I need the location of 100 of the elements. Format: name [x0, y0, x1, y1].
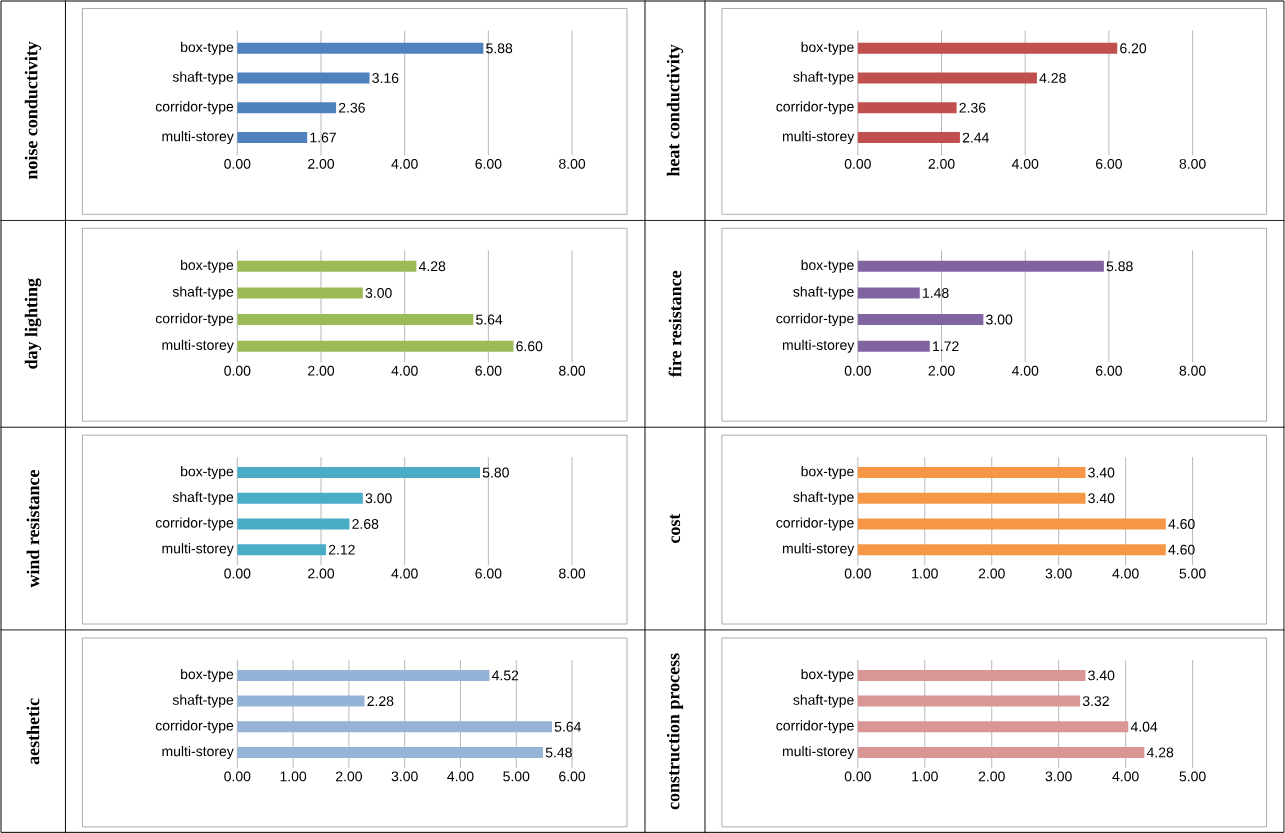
- x-tick-label: 2.00: [978, 568, 1005, 579]
- bar: [857, 313, 984, 325]
- bar: [857, 42, 1118, 54]
- y-tick-label: shaft-type: [172, 286, 234, 300]
- data-label: 2.36: [338, 102, 365, 113]
- data-label: 6.60: [516, 341, 543, 352]
- bar: [857, 287, 920, 299]
- y-tick-label: box-type: [801, 465, 854, 479]
- bar: [237, 42, 484, 54]
- y-tick-label: corridor-type: [155, 517, 234, 531]
- y-axis-title: aesthetic: [26, 698, 40, 765]
- x-tick-label: 1.00: [280, 771, 307, 782]
- data-label: 1.67: [310, 132, 336, 143]
- y-tick-label: box-type: [181, 668, 234, 682]
- data-label: 2.12: [328, 544, 355, 555]
- data-label: 5.64: [476, 314, 503, 325]
- y-tick-label: box-type: [181, 465, 234, 479]
- y-axis-title: construction process: [666, 653, 684, 810]
- x-tick-label: 2.00: [308, 365, 335, 376]
- y-tick-label: corridor-type: [155, 101, 234, 115]
- x-tick-label: 0.00: [224, 158, 251, 169]
- x-tick-label: 5.00: [1179, 568, 1206, 579]
- x-tick-label: 4.00: [391, 568, 418, 579]
- x-tick-label: 3.00: [391, 771, 418, 782]
- x-tick-label: 6.00: [1095, 365, 1122, 376]
- bar: [857, 695, 1081, 707]
- bar: [237, 695, 365, 707]
- y-tick-label: box-type: [801, 41, 854, 55]
- y-tick-label: box-type: [181, 41, 234, 55]
- x-tick-label: 4.00: [1112, 771, 1139, 782]
- y-tick-label: corridor-type: [776, 101, 854, 115]
- x-tick-label: 4.00: [391, 365, 418, 376]
- y-tick-label: corridor-type: [155, 312, 234, 326]
- data-label: 2.28: [367, 695, 394, 706]
- bar: [237, 72, 370, 84]
- y-tick-label: multi-storey: [782, 130, 855, 144]
- data-label: 2.44: [962, 132, 989, 143]
- x-tick-label: 0.00: [844, 158, 871, 169]
- data-label: 4.60: [1168, 544, 1195, 555]
- data-label: 5.88: [1106, 261, 1133, 272]
- bar: [237, 260, 417, 272]
- bar: [857, 131, 960, 143]
- bar: [237, 492, 363, 504]
- bar: [857, 669, 1086, 681]
- bar: [857, 746, 1145, 758]
- bar: [857, 340, 930, 352]
- data-label: 5.64: [554, 721, 581, 732]
- x-tick-label: 4.00: [1112, 568, 1139, 579]
- bar: [857, 721, 1129, 733]
- x-tick-label: 5.00: [503, 771, 530, 782]
- y-tick-label: corridor-type: [776, 720, 854, 734]
- bar: [237, 746, 544, 758]
- y-tick-label: shaft-type: [793, 694, 854, 708]
- bar: [237, 131, 308, 143]
- bar: [237, 518, 350, 530]
- data-label: 4.28: [418, 261, 446, 272]
- bar: [237, 287, 363, 299]
- x-tick-label: 3.00: [1045, 568, 1072, 579]
- data-label: 4.52: [491, 670, 519, 681]
- data-label: 5.48: [545, 747, 572, 758]
- y-axis-title: fire resistance: [668, 270, 682, 377]
- data-label: 3.00: [986, 314, 1013, 325]
- data-label: 1.48: [923, 287, 949, 298]
- x-tick-label: 1.00: [912, 568, 938, 579]
- y-tick-label: shaft-type: [793, 491, 854, 505]
- x-tick-label: 2.00: [308, 158, 335, 169]
- y-tick-label: corridor-type: [776, 312, 854, 326]
- data-label: 5.80: [482, 467, 509, 478]
- y-tick-label: multi-storey: [782, 745, 855, 759]
- bar: [237, 669, 490, 681]
- data-label: 4.28: [1146, 747, 1174, 758]
- bar: [237, 721, 552, 733]
- data-label: 2.68: [352, 518, 379, 529]
- data-label: 4.04: [1130, 721, 1158, 732]
- bar: [237, 543, 327, 555]
- y-axis-title: noise conductivity: [24, 41, 42, 179]
- x-tick-label: 6.00: [1095, 158, 1122, 169]
- x-tick-label: 2.00: [335, 771, 362, 782]
- x-tick-label: 4.00: [1011, 365, 1039, 376]
- x-tick-label: 3.00: [1045, 771, 1072, 782]
- x-tick-label: 1.00: [912, 771, 938, 782]
- x-tick-label: 8.00: [559, 568, 586, 579]
- x-tick-label: 0.00: [844, 568, 871, 579]
- bar: [237, 466, 480, 478]
- data-label: 2.36: [959, 102, 986, 113]
- x-tick-label: 8.00: [1179, 365, 1206, 376]
- data-label: 1.72: [933, 341, 959, 351]
- y-axis-title: day lighting: [24, 278, 42, 369]
- y-tick-label: multi-storey: [162, 542, 234, 556]
- y-tick-label: multi-storey: [162, 339, 234, 353]
- y-axis-title: heat conductivity: [666, 44, 684, 176]
- x-tick-label: 6.00: [475, 158, 502, 169]
- x-tick-label: 4.00: [447, 771, 474, 782]
- x-tick-label: 8.00: [559, 365, 586, 376]
- x-tick-label: 2.00: [928, 365, 955, 376]
- x-tick-label: 0.00: [844, 365, 871, 376]
- y-axis-title: cost: [669, 513, 681, 543]
- y-tick-label: corridor-type: [155, 720, 234, 734]
- data-label: 3.40: [1088, 493, 1115, 504]
- data-label: 3.00: [365, 287, 392, 298]
